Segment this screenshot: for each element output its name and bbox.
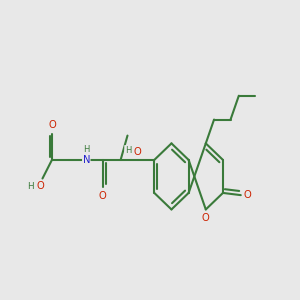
Text: O: O <box>134 147 142 157</box>
Text: O: O <box>37 181 44 191</box>
Text: O: O <box>48 120 56 130</box>
Text: O: O <box>98 191 106 202</box>
Text: O: O <box>202 213 210 223</box>
Text: N: N <box>82 155 90 165</box>
Text: H: H <box>125 146 131 154</box>
Text: O: O <box>243 190 251 200</box>
Text: H: H <box>27 182 34 191</box>
Text: H: H <box>83 145 89 154</box>
